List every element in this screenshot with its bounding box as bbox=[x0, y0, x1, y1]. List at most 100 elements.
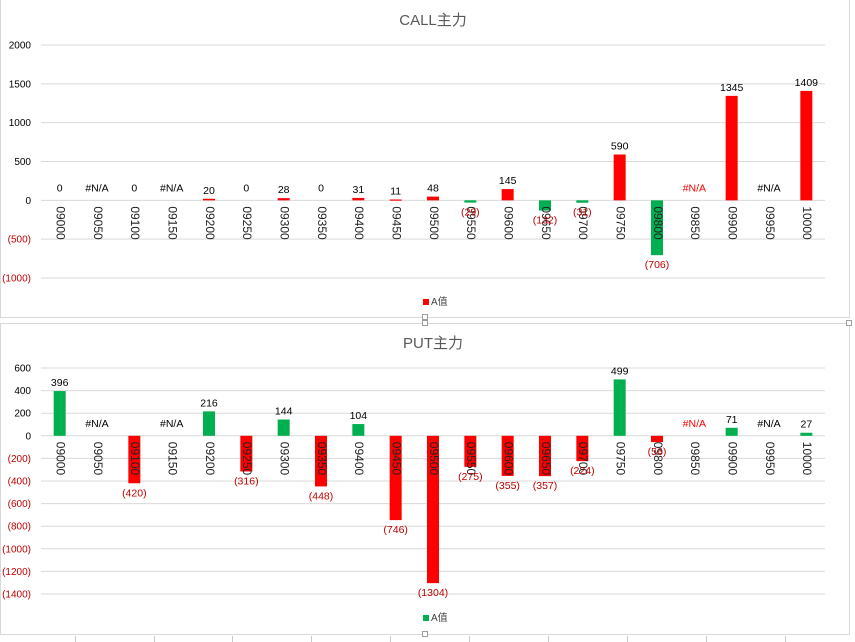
x-tick-label: 09300 bbox=[277, 206, 291, 240]
x-tick-label: 09200 bbox=[203, 442, 217, 476]
x-tick-label: 09250 bbox=[240, 442, 254, 476]
data-label: #N/A bbox=[757, 182, 780, 194]
cell-divider bbox=[311, 636, 312, 642]
data-label: (224) bbox=[570, 465, 595, 477]
bar bbox=[389, 199, 402, 201]
x-tick-label: 10000 bbox=[800, 442, 814, 476]
bar bbox=[651, 200, 663, 256]
y-tick-label: (800) bbox=[8, 522, 31, 533]
x-tick-label: 09100 bbox=[128, 206, 142, 240]
x-tick-label: 09550 bbox=[464, 442, 478, 476]
x-tick-label: 09400 bbox=[352, 442, 366, 476]
bar bbox=[389, 435, 402, 521]
data-label: (1304) bbox=[418, 587, 448, 599]
bar bbox=[464, 200, 477, 203]
y-tick-label: (600) bbox=[8, 499, 31, 510]
data-label: 0 bbox=[131, 182, 137, 194]
data-label: (132) bbox=[533, 215, 558, 227]
data-label: 216 bbox=[200, 397, 218, 409]
cell-divider bbox=[548, 636, 549, 642]
x-tick-label: 09950 bbox=[763, 442, 777, 476]
bar bbox=[651, 435, 663, 443]
data-label: #N/A bbox=[160, 182, 183, 194]
resize-handle[interactable] bbox=[422, 320, 428, 326]
data-label: #N/A bbox=[160, 418, 183, 430]
data-label: 20 bbox=[203, 185, 215, 197]
bar bbox=[315, 435, 327, 487]
cell-divider bbox=[390, 636, 391, 642]
x-tick-label: 09300 bbox=[277, 442, 291, 476]
data-label: (31) bbox=[573, 207, 592, 219]
x-tick-label: 09500 bbox=[427, 206, 441, 240]
bar bbox=[539, 200, 551, 211]
y-tick-label: 600 bbox=[14, 364, 31, 375]
put-chart-panel[interactable]: PUT主力 600 400 200 0 (200) (400) (600) (800) (1000… bbox=[0, 320, 852, 637]
data-label: 0 bbox=[243, 182, 249, 194]
chart-title: PUT主力 bbox=[403, 335, 463, 352]
resize-handle[interactable] bbox=[422, 631, 428, 637]
bar bbox=[203, 411, 215, 436]
bar bbox=[240, 435, 253, 472]
sheet-grid-strip bbox=[0, 636, 855, 642]
x-tick-label: 09350 bbox=[315, 206, 329, 240]
x-tick-label: 09100 bbox=[128, 442, 142, 476]
call-chart-panel[interactable]: CALL主力 2000 1500 1000 500 0 (500) (1000) 09000 09… bbox=[0, 0, 850, 320]
y-tick-label: (1000) bbox=[2, 544, 31, 555]
bar bbox=[464, 435, 477, 467]
data-label: #N/A bbox=[757, 418, 780, 430]
legend-label: A值 bbox=[431, 611, 448, 624]
data-label: 145 bbox=[499, 175, 517, 187]
bar bbox=[613, 379, 626, 436]
resize-handle[interactable] bbox=[422, 314, 428, 320]
data-label: 1345 bbox=[720, 82, 744, 94]
x-tick-label: 09900 bbox=[725, 442, 739, 476]
y-tick-label: 500 bbox=[14, 157, 31, 168]
data-label: 27 bbox=[800, 419, 812, 431]
bar bbox=[128, 435, 141, 484]
legend-swatch bbox=[423, 615, 429, 621]
data-label: 11 bbox=[390, 185, 401, 197]
x-tick-label: 09750 bbox=[613, 442, 627, 476]
x-tick-label: 09600 bbox=[501, 442, 515, 476]
x-tick-label: 09800 bbox=[651, 206, 665, 240]
data-label: 71 bbox=[726, 414, 738, 426]
bar bbox=[501, 435, 514, 476]
data-label: 0 bbox=[318, 182, 324, 194]
cell-divider bbox=[627, 636, 628, 642]
bar bbox=[501, 189, 514, 201]
x-tick-label: 09250 bbox=[240, 206, 254, 240]
data-label: (746) bbox=[383, 524, 408, 536]
data-label: 499 bbox=[611, 365, 629, 377]
data-label: (706) bbox=[645, 259, 670, 271]
y-tick-label: (500) bbox=[8, 235, 31, 246]
x-tick-label: 09450 bbox=[389, 442, 403, 476]
x-tick-label: 09550 bbox=[464, 206, 478, 240]
data-label: (56) bbox=[648, 446, 667, 458]
x-tick-label: 09750 bbox=[613, 206, 627, 240]
legend-label: A值 bbox=[431, 295, 448, 308]
x-tick-label: 09050 bbox=[91, 442, 105, 476]
bar bbox=[427, 435, 439, 584]
bar bbox=[53, 391, 66, 436]
x-tick-label: 09000 bbox=[53, 442, 67, 476]
data-label: 28 bbox=[278, 184, 290, 196]
data-label: 31 bbox=[352, 184, 364, 196]
y-tick-label: 200 bbox=[14, 409, 31, 420]
cell-divider bbox=[469, 636, 470, 642]
bar bbox=[800, 90, 813, 201]
bar bbox=[576, 435, 589, 462]
data-label: 48 bbox=[427, 183, 439, 195]
y-tick-label: 0 bbox=[25, 196, 31, 207]
x-tick-label: 09150 bbox=[165, 206, 179, 240]
x-tick-label: 09350 bbox=[315, 442, 329, 476]
resize-handle[interactable] bbox=[846, 320, 852, 326]
cell-divider bbox=[785, 636, 786, 642]
bar bbox=[725, 427, 738, 436]
x-tick-label: 09600 bbox=[501, 206, 515, 240]
data-label: #N/A bbox=[683, 182, 706, 194]
y-tick-label: (200) bbox=[8, 454, 31, 465]
y-tick-label: (1400) bbox=[2, 590, 31, 601]
x-tick-label: 10000 bbox=[800, 206, 814, 240]
data-label: #N/A bbox=[85, 182, 108, 194]
x-tick-label: 09200 bbox=[203, 206, 217, 240]
